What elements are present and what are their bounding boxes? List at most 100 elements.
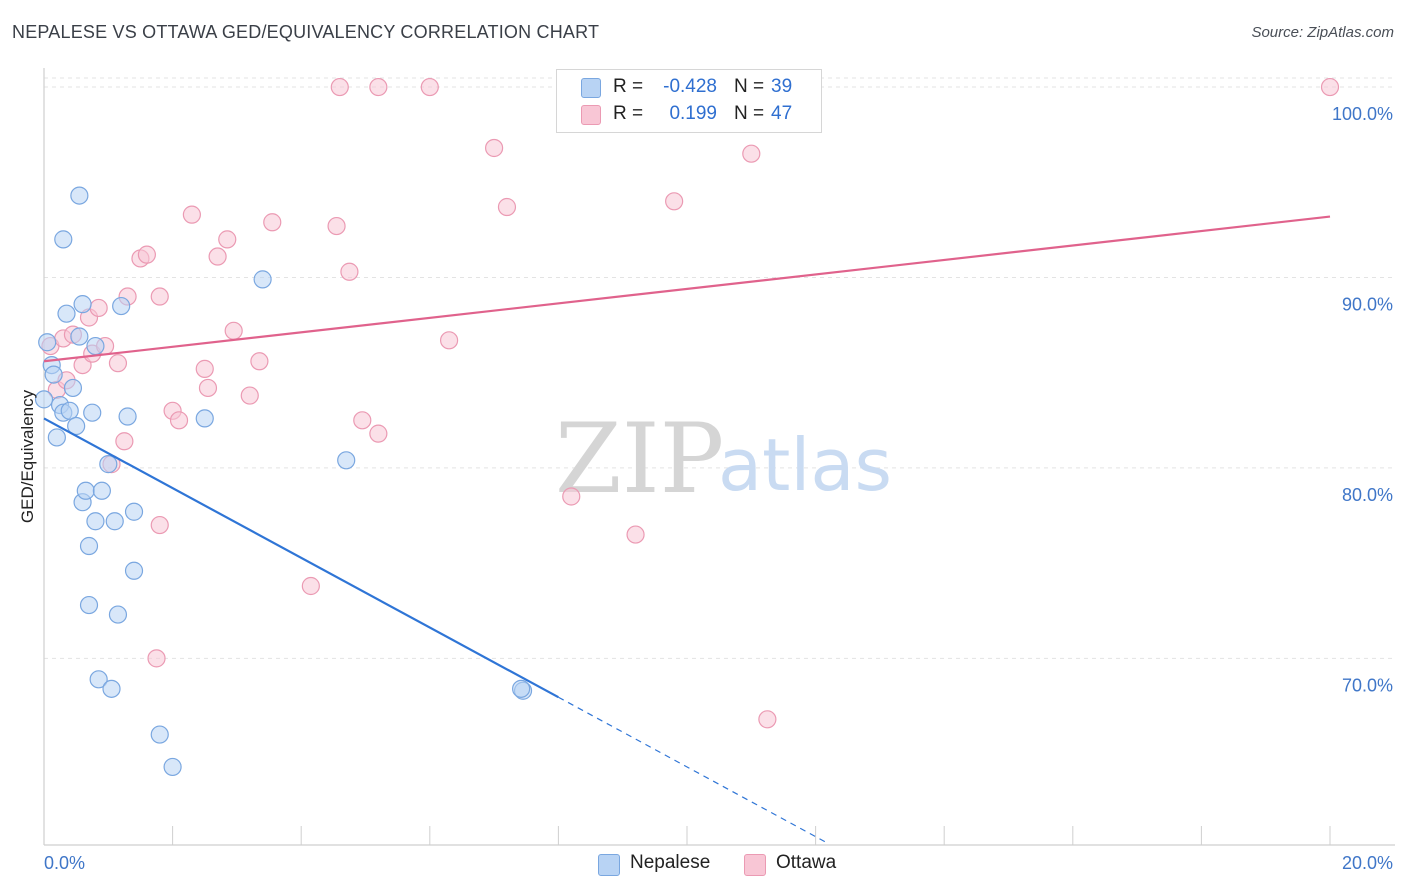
ottawa-point (224, 321, 243, 340)
nepalese-point (70, 327, 89, 346)
ottawa-point (327, 216, 346, 236)
nepalese-trend-extension (558, 696, 829, 845)
bottom-legend-label-ottawa: Ottawa (776, 852, 837, 873)
nepalese-point (89, 670, 108, 689)
x-tick-label: 20.0% (1342, 853, 1393, 873)
nepalese-point (38, 333, 57, 352)
y-tick-label: 80.0% (1342, 485, 1393, 505)
nepalese-point (102, 679, 121, 698)
nepalese-point (118, 407, 137, 426)
legend-n-value: 47 (771, 103, 793, 124)
nepalese-point (512, 679, 531, 698)
nepalese-point (253, 270, 272, 289)
nepalese-point (73, 295, 92, 314)
ottawa-point (208, 247, 227, 266)
nepalese-point (150, 725, 169, 744)
ottawa-point (218, 230, 237, 249)
axis-labels: 100.0% 90.0% 80.0% 70.0% 0.0% 20.0% GED/Equiva… (18, 104, 1393, 873)
stats-legend: R = -0.428 N = 39 R = 0.199 N = 47 (556, 69, 822, 133)
legend-r-value: 0.199 (669, 103, 717, 124)
nepalese-point (34, 390, 54, 409)
nepalese-trend-line (43, 417, 559, 699)
ottawa-point (182, 205, 201, 224)
nepalese-point (86, 336, 105, 356)
ottawa-point (169, 411, 189, 430)
nepalese-point (79, 536, 99, 556)
nepalese-point (86, 512, 105, 531)
legend-row-ottawa: R = 0.199 N = 47 (557, 101, 821, 127)
ottawa-point (150, 287, 169, 306)
nepalese-point (105, 512, 124, 531)
legend-r-label: R = (613, 76, 644, 97)
data-points (34, 77, 1340, 777)
ottawa-point (198, 378, 218, 398)
gridlines (44, 77, 1395, 659)
ottawa-point (562, 487, 581, 506)
ottawa-point (263, 213, 282, 232)
ottawa-point (115, 432, 134, 451)
ottawa-point (330, 77, 349, 97)
y-axis-title: GED/Equivalency (18, 389, 37, 523)
axes (43, 68, 1395, 846)
legend-n-label: N = (734, 103, 765, 124)
nepalese-point (47, 428, 66, 447)
ottawa-point (439, 331, 459, 350)
y-tick-label: 100.0% (1332, 104, 1393, 124)
bottom-legend-swatch-nepalese (598, 854, 620, 876)
ottawa-point (626, 525, 645, 544)
nepalese-point (92, 481, 111, 500)
ottawa-point (742, 144, 761, 163)
legend-r-value: -0.428 (663, 76, 717, 97)
trend-lines (43, 215, 1331, 845)
nepalese-point (124, 561, 144, 580)
nepalese-point (44, 365, 63, 384)
source-label: Source: ZipAtlas.com (1251, 24, 1394, 41)
ottawa-trend-line (43, 215, 1331, 363)
nepalese-point (60, 401, 79, 420)
nepalese-point (337, 451, 356, 470)
watermark-atlas: atlas (718, 423, 892, 507)
bottom-legend-swatch-ottawa (744, 854, 766, 876)
ottawa-point (340, 262, 359, 281)
ottawa-point (301, 576, 320, 596)
nepalese-point (67, 416, 86, 436)
watermark-zip: ZIP (555, 403, 724, 515)
ottawa-point (150, 515, 169, 535)
ottawa-point (250, 352, 269, 371)
watermark: ZIP atlas (555, 403, 892, 515)
y-tick-label: 70.0% (1342, 675, 1393, 695)
ottawa-point (89, 298, 108, 318)
nepalese-point (112, 296, 131, 316)
nepalese-point (163, 757, 182, 777)
nepalese-point (63, 378, 83, 398)
legend-row-nepalese: R = -0.428 N = 39 (557, 74, 821, 100)
chart-title: NEPALESE VS OTTAWA GED/EQUIVALENCY CORRE… (12, 22, 600, 42)
legend-swatch-nepalese (581, 78, 601, 98)
legend-n-label: N = (734, 76, 765, 97)
x-tick-label: 0.0% (44, 853, 85, 873)
nepalese-point (79, 595, 99, 615)
bottom-legend-label-nepalese: Nepalese (630, 852, 711, 873)
ottawa-point (353, 411, 372, 430)
legend-swatch-ottawa (581, 105, 601, 125)
legend-n-value: 39 (771, 76, 793, 97)
ottawa-point (369, 424, 388, 443)
y-tick-label: 90.0% (1342, 294, 1393, 314)
nepalese-point (83, 403, 102, 422)
ottawa-point (147, 649, 166, 668)
nepalese-point (108, 605, 128, 624)
ottawa-point (758, 710, 777, 729)
nepalese-point (54, 230, 73, 249)
ottawa-point (369, 77, 388, 97)
nepalese-point (70, 186, 89, 205)
ottawa-point (665, 192, 684, 211)
nepalese-point (99, 455, 118, 474)
nepalese-point (195, 409, 214, 428)
ottawa-point (485, 138, 504, 158)
ottawa-point (240, 386, 259, 405)
ottawa-point (497, 197, 517, 217)
legend-r-label: R = (613, 103, 644, 124)
ottawa-point (195, 359, 214, 378)
ottawa-point (108, 354, 128, 373)
